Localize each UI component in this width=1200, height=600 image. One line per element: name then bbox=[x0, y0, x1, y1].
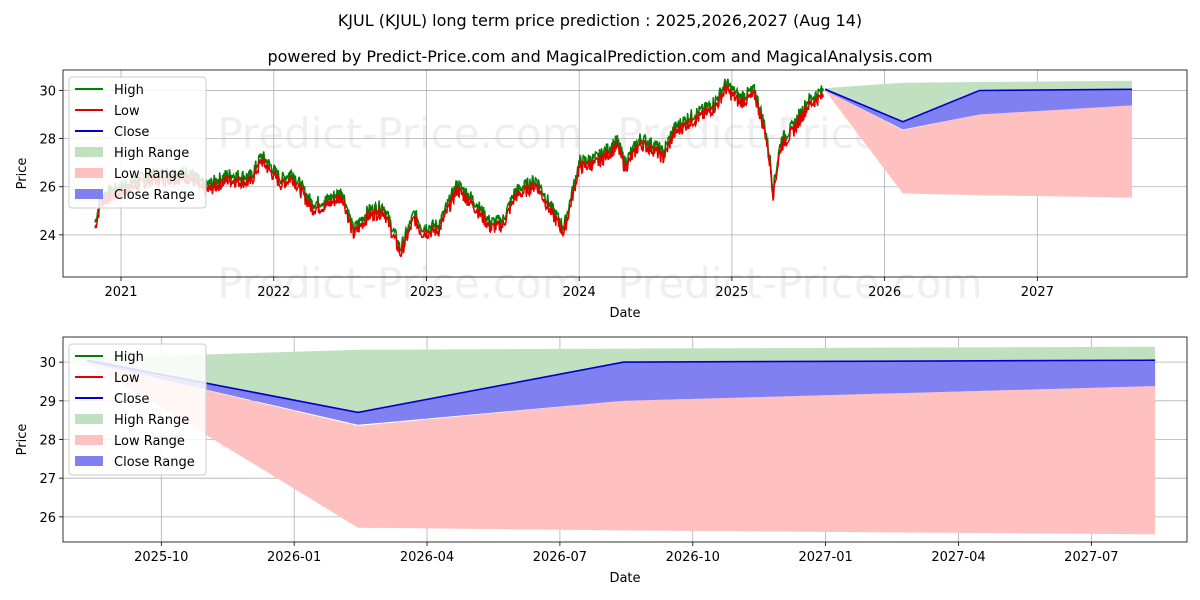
y-tick-label: 27 bbox=[39, 472, 56, 487]
legend-label: Close bbox=[114, 125, 149, 140]
legend-swatch-patch bbox=[75, 147, 103, 157]
x-tick-label: 2027-04 bbox=[931, 550, 985, 565]
y-tick-label: 26 bbox=[39, 511, 56, 526]
y-tick-label: 24 bbox=[39, 229, 56, 244]
low-range-band bbox=[86, 362, 1156, 535]
close-prediction-line bbox=[86, 359, 1156, 414]
y-tick-label: 29 bbox=[39, 395, 56, 410]
x-tick-label: 2026 bbox=[868, 285, 901, 300]
high-range-band bbox=[86, 346, 1156, 413]
close-range-band bbox=[825, 89, 1132, 130]
x-tick-label: 2027 bbox=[1021, 285, 1054, 300]
x-tick-label: 2026-04 bbox=[400, 550, 454, 565]
x-tick-label: 2026-10 bbox=[666, 550, 720, 565]
plot-frame bbox=[62, 69, 1188, 278]
x-axis-label: Date bbox=[609, 571, 640, 586]
legend-swatch-patch bbox=[75, 435, 103, 445]
chart-title: KJUL (KJUL) long term price prediction :… bbox=[338, 11, 862, 30]
y-axis-label: Price bbox=[15, 424, 30, 456]
watermark-text: Predict-Price.com bbox=[617, 259, 982, 308]
legend-box bbox=[68, 343, 207, 476]
high-range-band bbox=[825, 80, 1132, 122]
legend-label: High Range bbox=[114, 413, 189, 428]
watermark-text: Predict-Price.com bbox=[217, 259, 582, 308]
legend-swatch-patch bbox=[75, 414, 103, 424]
y-tick-label: 28 bbox=[39, 434, 56, 449]
legend-label: High bbox=[114, 83, 144, 98]
x-tick-label: 2024 bbox=[563, 285, 596, 300]
x-tick-label: 2027-07 bbox=[1064, 550, 1118, 565]
legend-swatch-patch bbox=[75, 456, 103, 466]
legend-label: Low bbox=[114, 371, 140, 386]
x-tick-label: 2022 bbox=[257, 285, 290, 300]
plot-area bbox=[94, 78, 1133, 258]
legend: High Low Close High Range Low Range Close Ran… bbox=[68, 76, 207, 209]
x-tick-label: 2025-10 bbox=[134, 550, 188, 565]
legend: High Low Close High Range Low Range Close Ran… bbox=[68, 343, 207, 476]
x-tick-label: 2026-07 bbox=[533, 550, 587, 565]
close-prediction-line bbox=[824, 88, 1133, 123]
legend-label: High bbox=[114, 350, 144, 365]
long-term-panel: Predict-Price.com Predict-Price.com Predic… bbox=[15, 69, 1188, 321]
y-axis-label: Price bbox=[15, 158, 30, 190]
watermark-text: Predict-Price.com bbox=[217, 109, 582, 158]
x-tick-label: 2021 bbox=[104, 285, 137, 300]
y-tick-label: 30 bbox=[39, 84, 56, 99]
low-range-band bbox=[825, 90, 1132, 198]
zoom-panel: Predict-Price.comPredict-Price.com2025-1… bbox=[15, 336, 1188, 586]
plot-area bbox=[86, 346, 1156, 535]
legend-label: Low Range bbox=[114, 167, 185, 182]
legend-label: Close Range bbox=[114, 188, 195, 203]
low-history-line bbox=[94, 84, 824, 258]
chart-subtitle: powered by Predict-Price.com and Magical… bbox=[267, 47, 932, 66]
x-tick-label: 2026-01 bbox=[267, 550, 321, 565]
legend-swatch-patch bbox=[75, 168, 103, 178]
legend-label: Close bbox=[114, 392, 149, 407]
x-axis-label: Date bbox=[609, 306, 640, 321]
legend-label: Low Range bbox=[114, 434, 185, 449]
x-tick-label: 2025 bbox=[715, 285, 748, 300]
plot-frame bbox=[62, 336, 1188, 543]
legend-box bbox=[68, 76, 207, 209]
y-tick-label: 30 bbox=[39, 356, 56, 371]
legend-label: Close Range bbox=[114, 455, 195, 470]
legend-label: Low bbox=[114, 104, 140, 119]
x-tick-label: 2027-01 bbox=[798, 550, 852, 565]
y-tick-label: 28 bbox=[39, 133, 56, 148]
x-tick-label: 2023 bbox=[410, 285, 443, 300]
legend-label: High Range bbox=[114, 146, 189, 161]
close-range-band bbox=[86, 360, 1156, 425]
legend-swatch-patch bbox=[75, 189, 103, 199]
y-tick-label: 26 bbox=[39, 181, 56, 196]
